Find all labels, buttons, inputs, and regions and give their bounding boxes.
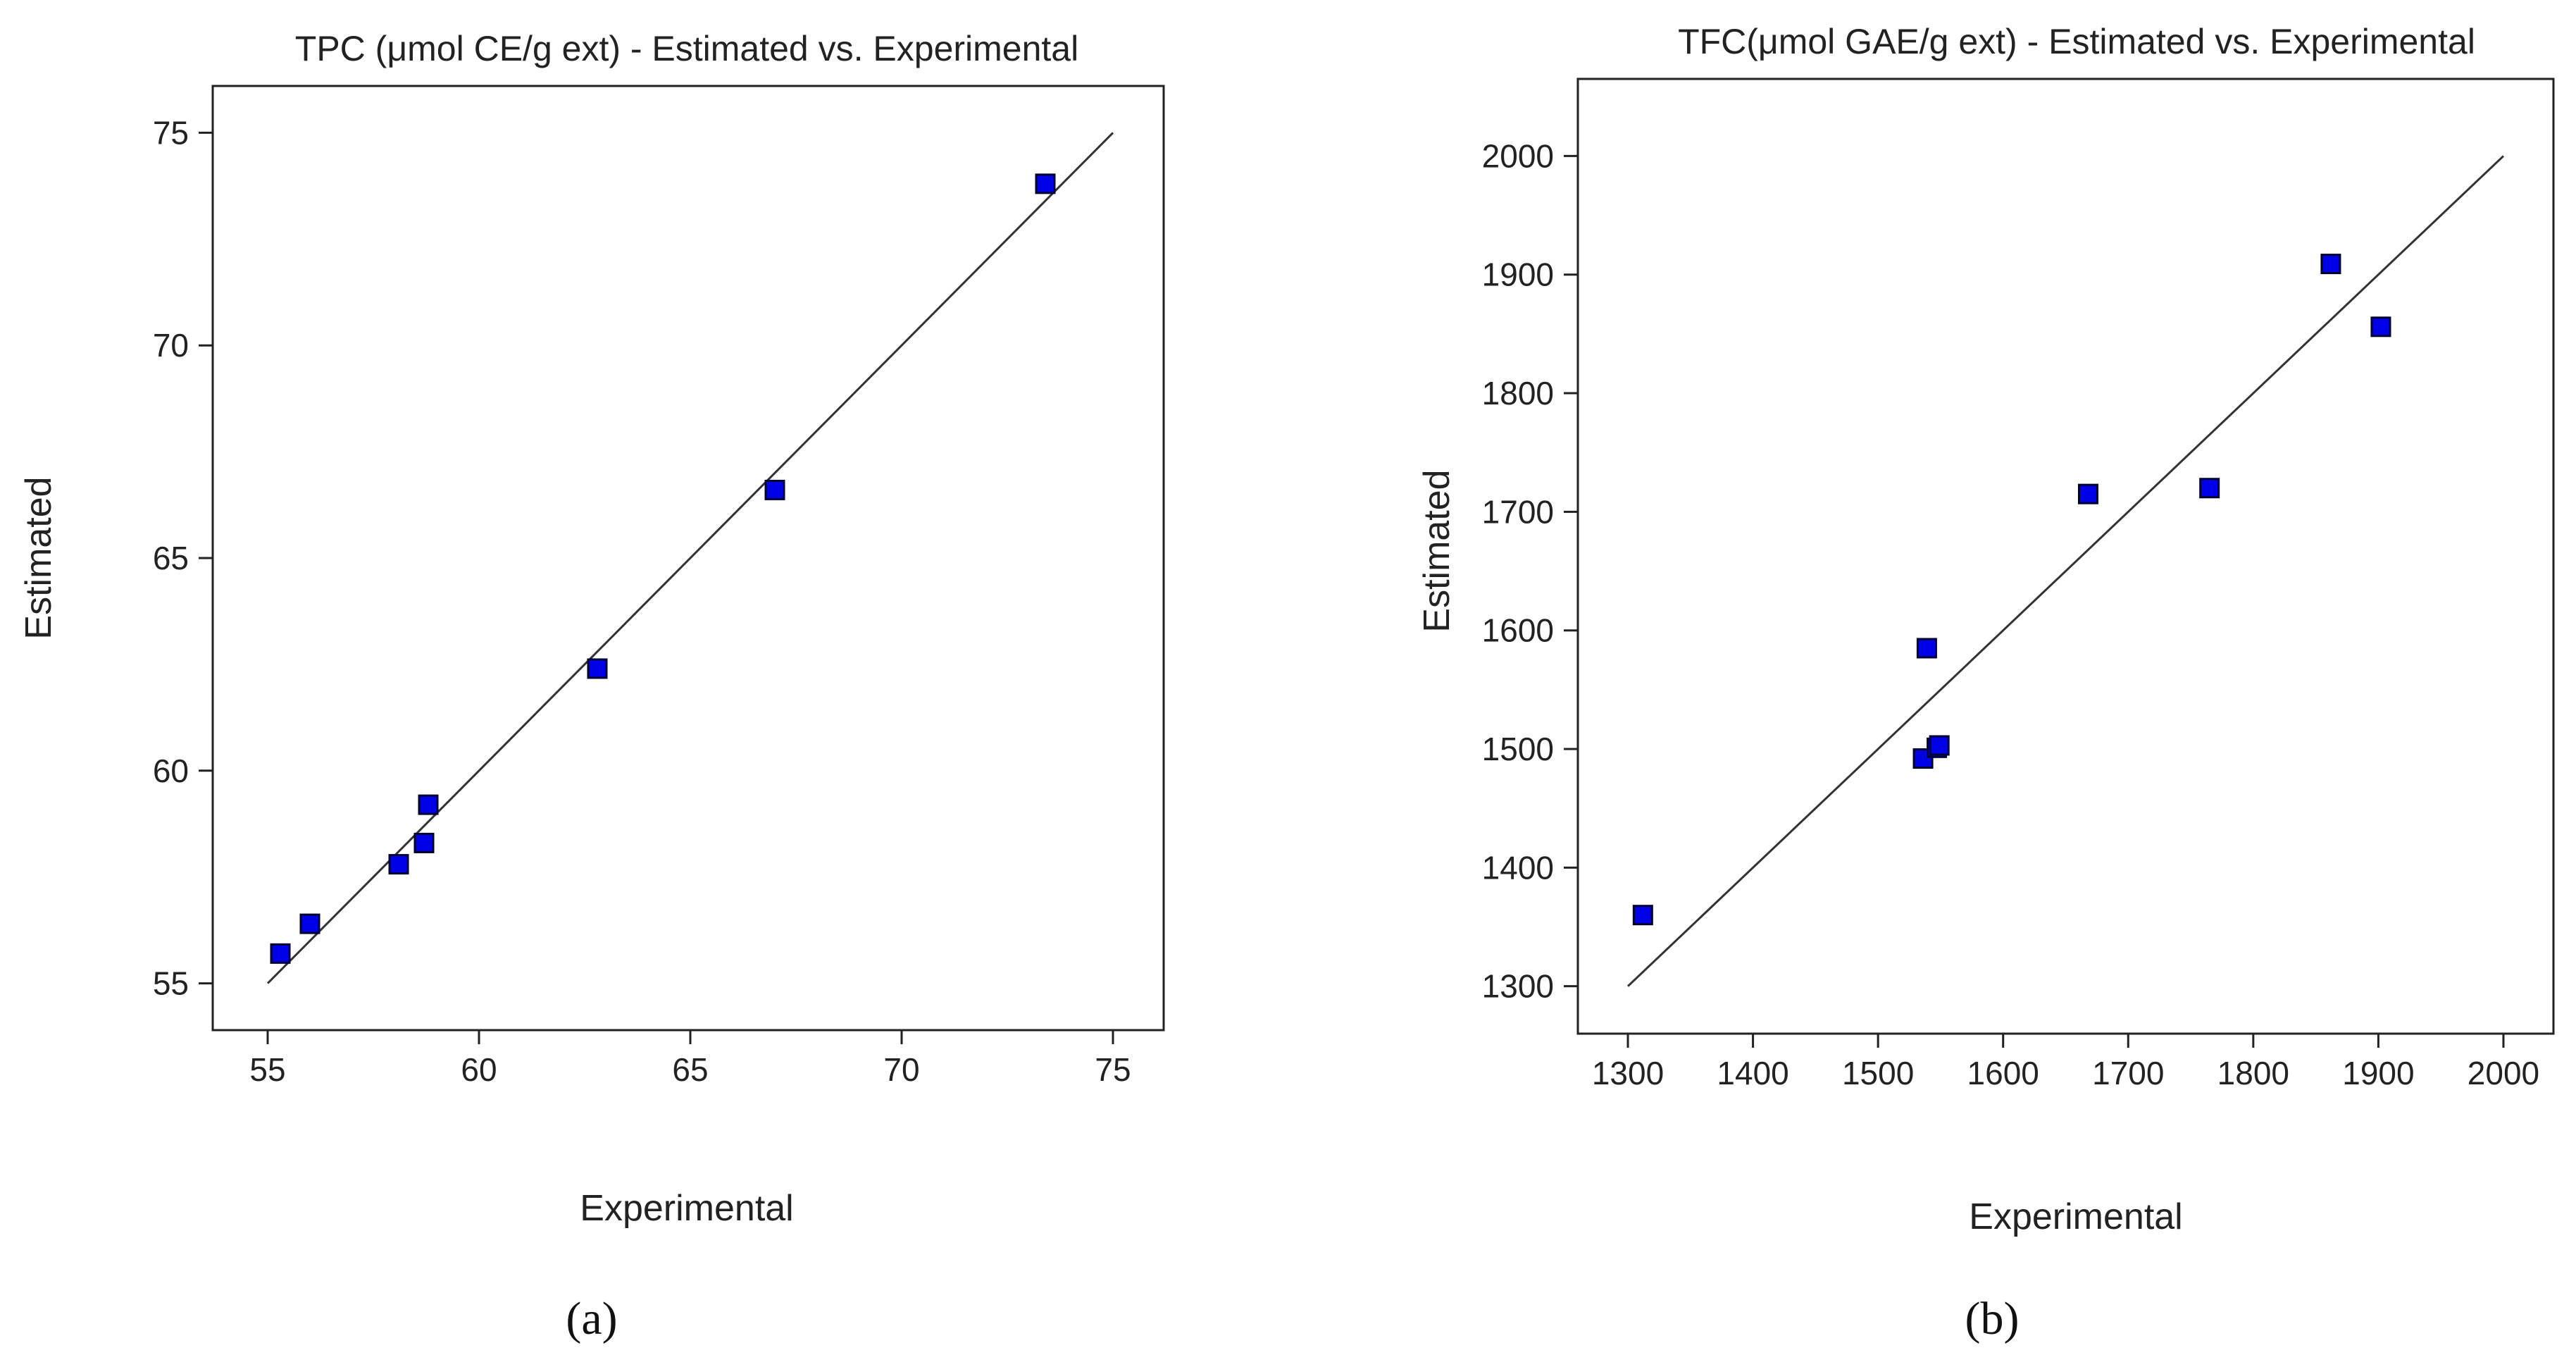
chart-a-data-point: [388, 854, 409, 875]
chart-b-y-tick-label: 1400: [1482, 849, 1554, 886]
chart-b-plot-frame: [1576, 78, 2555, 1035]
chart-b-y-axis-label: Estimated: [1417, 469, 1457, 632]
chart-b-data-point: [1632, 905, 1653, 926]
chart-b-y-tick-label: 2000: [1482, 137, 1554, 174]
chart-b-x-axis-label: Experimental: [1969, 1196, 2182, 1237]
chart-b-data-point: [2199, 478, 2220, 499]
chart-a-y-ticks: 55 60 65 70 75: [153, 114, 213, 1002]
chart-a-x-ticks: 55 60 65 70 75: [249, 1030, 1131, 1088]
chart-b-diagonal-line: [1626, 155, 2505, 987]
chart-b-y-tick-label: 1700: [1482, 493, 1554, 530]
panel-a-label: (a): [566, 1293, 617, 1344]
chart-b-x-tick-label: 1800: [2217, 1055, 2289, 1091]
chart-a-plot-frame: [211, 85, 1165, 1032]
chart-b: TFC(μmol GAE/g ext) - Estimated vs. Expe…: [1417, 22, 2555, 1344]
chart-a: TPC (μmol CE/g ext) - Estimated vs. Expe…: [18, 29, 1165, 1344]
chart-a-data-point: [764, 479, 785, 500]
chart-b-x-tick-label: 1600: [1967, 1055, 2039, 1091]
chart-b-x-tick-label: 1400: [1717, 1055, 1788, 1091]
chart-a-data-point: [418, 794, 439, 815]
chart-b-y-tick-label: 1800: [1482, 375, 1554, 411]
chart-a-x-axis-label: Experimental: [580, 1188, 793, 1229]
chart-a-data-point: [270, 943, 291, 964]
chart-a-data-point: [413, 832, 435, 853]
chart-a-diagonal-line: [266, 132, 1114, 984]
chart-b-y-tick-label: 1900: [1482, 256, 1554, 293]
chart-b-x-tick-label: 1900: [2342, 1055, 2414, 1091]
panel-b-label: (b): [1965, 1293, 2020, 1344]
chart-b-title: TFC(μmol GAE/g ext) - Estimated vs. Expe…: [1678, 22, 2475, 61]
chart-a-x-tick-label: 55: [249, 1051, 285, 1088]
chart-b-x-tick-label: 2000: [2468, 1055, 2539, 1091]
chart-b-points: [1632, 254, 2391, 926]
chart-a-data-point: [587, 658, 608, 679]
chart-b-y-tick-label: 1600: [1482, 612, 1554, 649]
chart-a-x-tick-label: 75: [1095, 1051, 1131, 1088]
chart-b-x-ticks: 1300 1400 1500 1600 1700 1800 1900 2000: [1592, 1034, 2539, 1091]
chart-b-x-tick-label: 1300: [1592, 1055, 1664, 1091]
chart-b-x-tick-label: 1500: [1842, 1055, 1914, 1091]
chart-b-data-point: [1916, 638, 1937, 659]
chart-b-y-ticks: 1300 1400 1500 1600 1700 1800 1900 2000: [1482, 137, 1578, 1005]
chart-a-title: TPC (μmol CE/g ext) - Estimated vs. Expe…: [295, 29, 1078, 68]
chart-b-data-point: [1929, 735, 1950, 756]
chart-b-y-tick-label: 1300: [1482, 968, 1554, 1005]
chart-a-diagonal-group: [266, 132, 1114, 984]
chart-b-diagonal-group: [1626, 155, 2505, 987]
chart-a-y-tick-label: 70: [153, 327, 189, 364]
chart-a-points: [270, 173, 1056, 964]
chart-b-y-tick-label: 1500: [1482, 731, 1554, 767]
chart-b-data-point: [2370, 316, 2391, 338]
chart-a-y-tick-label: 60: [153, 753, 189, 789]
chart-a-y-tick-label: 55: [153, 965, 189, 1002]
chart-a-y-tick-label: 65: [153, 540, 189, 576]
chart-b-data-point: [2077, 483, 2098, 504]
chart-a-data-point: [1035, 173, 1056, 194]
chart-a-x-tick-label: 60: [461, 1051, 497, 1088]
chart-a-x-tick-label: 65: [672, 1051, 708, 1088]
chart-a-y-tick-label: 75: [153, 114, 189, 151]
chart-a-data-point: [299, 913, 321, 934]
chart-b-x-tick-label: 1700: [2092, 1055, 2164, 1091]
chart-b-data-point: [2320, 254, 2341, 275]
chart-a-x-tick-label: 70: [883, 1051, 919, 1088]
chart-a-y-axis-label: Estimated: [18, 476, 59, 639]
